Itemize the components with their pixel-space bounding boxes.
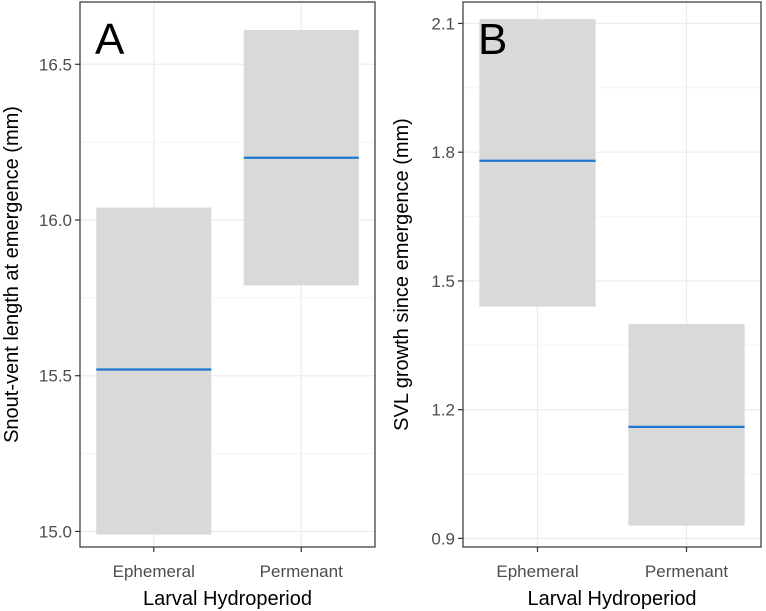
panel-b-border xyxy=(462,1,762,548)
panel-b-boxes xyxy=(479,19,745,526)
panel-b: 0.9 1.2 1.5 1.8 2.1 Ephemeral Permenant B Lar… xyxy=(391,1,762,610)
panel-a-box-ephemeral xyxy=(96,207,212,535)
panel-a-y-tick-label: 15.0 xyxy=(39,522,72,541)
panel-b-x-axis: Ephemeral Permenant xyxy=(496,547,728,581)
panel-a: 15.0 15.5 16.0 16.5 Ephemeral Permenant A La… xyxy=(1,1,376,610)
panel-a-x-axis: Ephemeral Permenant xyxy=(113,547,343,581)
panel-a-y-tick-label: 16.0 xyxy=(39,211,72,230)
panel-a-letter: A xyxy=(95,15,125,64)
panel-a-y-axis: 15.0 15.5 16.0 16.5 xyxy=(39,55,80,541)
panel-b-y-axis-label: SVL growth since emergence (mm) xyxy=(391,118,413,431)
panel-b-y-axis: 0.9 1.2 1.5 1.8 2.1 xyxy=(431,14,463,548)
panel-b-y-tick-label: 1.5 xyxy=(431,272,455,291)
panel-a-x-tick-label: Ephemeral xyxy=(113,562,195,581)
panel-b-y-tick-label: 0.9 xyxy=(431,529,455,548)
panel-b-x-axis-label: Larval Hydroperiod xyxy=(528,588,697,610)
panel-b-x-tick-label: Permenant xyxy=(645,562,728,581)
panel-b-y-tick-label: 1.2 xyxy=(431,401,455,420)
panel-a-y-axis-label: Snout-vent length at emergence (mm) xyxy=(1,106,23,443)
panel-a-boxes xyxy=(96,30,359,535)
panel-a-x-axis-label: Larval Hydroperiod xyxy=(143,588,312,610)
panel-b-y-tick-label: 1.8 xyxy=(431,143,455,162)
panel-b-box-ephemeral xyxy=(479,19,596,307)
panel-a-y-tick-label: 16.5 xyxy=(39,55,72,74)
panel-a-y-tick-label: 15.5 xyxy=(39,367,72,386)
panel-a-border xyxy=(79,1,376,548)
panel-b-box-permenant xyxy=(628,323,745,526)
panel-b-y-tick-label: 2.1 xyxy=(431,14,455,33)
panel-b-x-tick-label: Ephemeral xyxy=(496,562,578,581)
panel-b-letter: B xyxy=(478,15,507,64)
panel-a-x-tick-label: Permenant xyxy=(260,562,343,581)
